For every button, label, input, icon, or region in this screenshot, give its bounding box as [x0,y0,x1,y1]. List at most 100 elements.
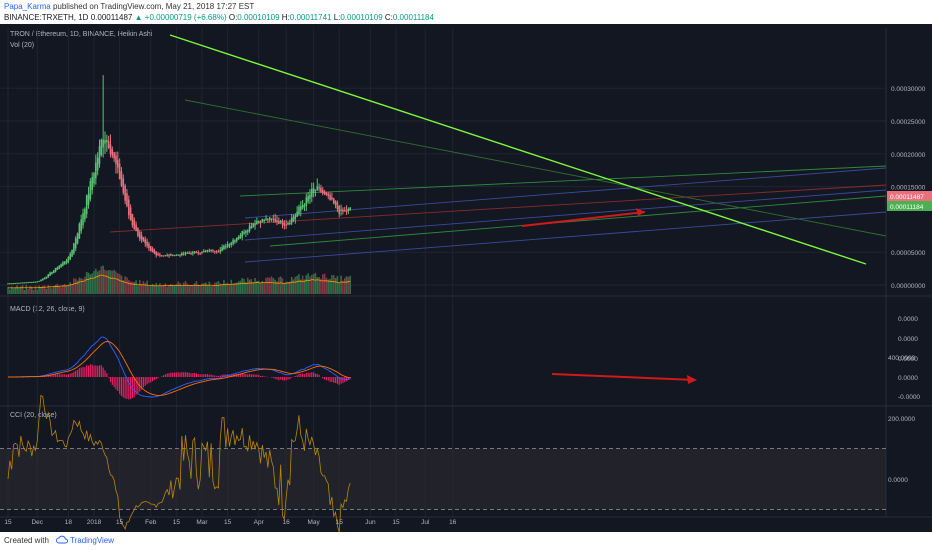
candle-body [342,209,344,212]
volume-bar [184,281,187,294]
candle-body [120,171,123,186]
volume-bar [190,285,192,294]
candle-body [290,218,293,224]
channel-line [184,99,887,237]
volume-bar [104,269,106,294]
candle-body [40,279,42,282]
volume-bar [248,279,251,294]
price-candles [7,75,352,285]
macd-line [7,336,351,398]
candle-body [267,219,269,221]
candle-body [186,252,189,254]
candle-body [47,274,50,278]
volume-bar [30,286,33,294]
candle-body [285,224,287,226]
volume-bar [221,284,223,294]
time-tick-label: 15 [224,519,232,526]
price-change: +0.00000719 (+6.68%) [144,13,227,22]
volume-bar [98,270,101,294]
candle-body [122,178,125,193]
candle-body [243,232,245,234]
chart-canvas[interactable]: 0.0000 0.0000 0.0000 0.0000 -0.0000 400.0000… [0,24,932,532]
price-tick-label: 0.00015000 [891,185,926,192]
author-link[interactable]: Papa_Karma [4,2,51,11]
candle-body [30,281,33,283]
price-badge-label: 0.00011487 [890,194,924,201]
low-label: L: [333,13,341,22]
volume-bar [250,279,253,294]
volume-bar [60,287,62,294]
volume-bar [23,290,26,294]
candle-body [310,189,313,197]
volume-bar [21,284,24,294]
candle-body [106,140,108,142]
candle-body [65,260,68,263]
candle-body [29,281,31,283]
candle-body [212,250,214,252]
volume-bar [135,280,137,294]
cci-band-fill [0,448,886,510]
macd-tick-label: 0.0000 [898,336,918,343]
candle-body [234,240,236,242]
time-tick-label: Mar [196,519,208,526]
channel-line [269,195,887,247]
candle-body [113,152,115,159]
candle-body [76,233,79,244]
candle-body [287,222,289,225]
candle-body [301,204,304,209]
volume-bar [25,284,28,294]
candle-body [173,255,176,257]
candle-body [164,255,167,257]
volume-bar [279,276,282,294]
candle-body [237,236,240,240]
volume-bar [186,283,189,294]
volume-bar [267,277,269,294]
candle-body [192,252,194,254]
volume-bar [58,286,61,294]
volume-bar [131,281,134,294]
candle-body [232,240,234,244]
candle-body [62,262,64,266]
cci-tick-label: 400.0000 [888,355,915,362]
tradingview-brand[interactable]: TradingView [70,536,115,545]
candle-body [51,272,53,275]
volume-bar [84,276,86,294]
volume-bar [342,280,344,294]
volume-bar [175,284,178,294]
macd-tick-label: 0.0000 [898,375,918,382]
candle-body [224,246,227,248]
candle-body [85,195,88,215]
candle-body [153,250,156,254]
candle-body [98,146,101,165]
candle-body [323,191,326,194]
time-tick-label: 15 [4,519,12,526]
candle-body [148,243,150,249]
candle-body [78,223,81,239]
candle-body [60,264,62,268]
candle-body [107,140,110,148]
candle-body [89,180,92,200]
volume-bar [219,283,222,294]
candle-body [283,223,286,226]
volume-bar [212,285,214,294]
candle-body [217,251,220,253]
volume-bar [257,280,260,294]
volume-bar [63,284,66,294]
trendline-drawing[interactable] [169,34,867,265]
macd-pane: 0.0000 0.0000 0.0000 0.0000 -0.0000 [7,316,920,401]
time-tick-label: 15 [392,519,400,526]
candle-body [347,208,350,212]
high-value: 0.00011741 [289,13,332,22]
volume-bar [343,278,346,294]
volume-bar [265,277,267,294]
candle-body [289,223,291,225]
candle-body [239,235,242,239]
candle-body [18,282,20,284]
candle-body [300,206,302,211]
volume-bar [102,265,104,294]
candle-body [193,251,196,253]
candle-body [221,247,223,251]
volume-bar [115,271,117,294]
volume-bar [325,277,328,294]
volume-bar [289,281,291,294]
